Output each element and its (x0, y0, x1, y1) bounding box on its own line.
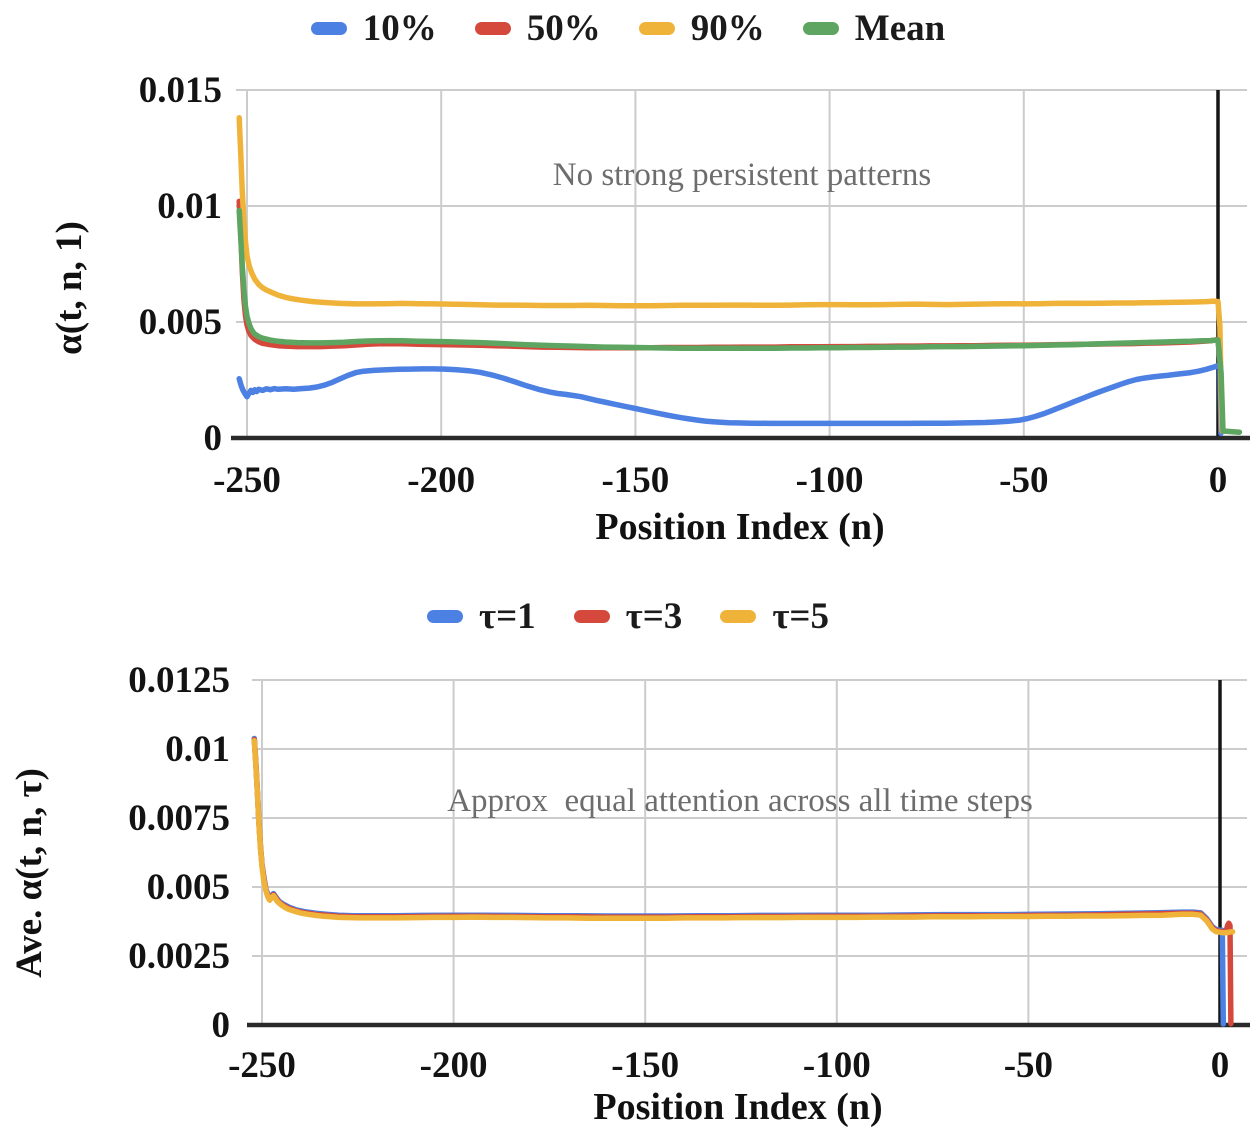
legend-item-tau3: τ=3 (573, 596, 683, 637)
legend-label-tau5: τ=5 (772, 596, 829, 637)
x-tick-label: -50 (1003, 1045, 1054, 1086)
legend-item-90pct: 90% (638, 8, 765, 49)
x-tick-label: -150 (601, 460, 670, 501)
annotation-top-chart: No strong persistent patterns (552, 157, 932, 193)
series-line-50% (236, 198, 1225, 434)
x-tick-label: -100 (795, 460, 864, 501)
series-line-90% (236, 115, 1225, 434)
x-axis-title-bottom: Position Index (n) (593, 1086, 883, 1128)
legend-swatch-10pct-icon (310, 22, 347, 35)
x-axis-title-top: Position Index (n) (595, 506, 885, 548)
y-tick-label: 0.0025 (128, 936, 230, 977)
x-tick-label: 0 (1210, 1045, 1230, 1086)
legend-item-10pct: 10% (310, 8, 437, 49)
legend-label-50pct: 50% (526, 8, 601, 49)
y-tick-label: 0 (203, 418, 223, 459)
legend-label-tau1: τ=1 (479, 596, 536, 637)
attention-chart-bottom (247, 679, 1250, 1028)
x-tick-label: -250 (213, 460, 281, 501)
x-tick-label: 0 (1208, 460, 1228, 501)
legend-label-90pct: 90% (690, 8, 765, 49)
attention-chart-top (231, 89, 1250, 441)
x-tick-label: -150 (611, 1045, 680, 1086)
legend-swatch-tau3-icon (573, 610, 610, 623)
x-tick-label: -200 (419, 1045, 488, 1086)
legend-top-chart: 10% 50% 90% Mean (0, 10, 1256, 47)
x-tick-label: -200 (407, 460, 476, 501)
legend-swatch-90pct-icon (638, 22, 675, 35)
y-tick-label: 0.015 (138, 70, 222, 111)
series-line-τ=5 (251, 737, 1236, 936)
y-tick-label: 0.01 (165, 729, 230, 770)
legend-swatch-tau5-icon (720, 610, 757, 623)
y-axis-title-bottom: Ave. α(t, n, τ) (9, 768, 50, 978)
legend-swatch-mean-icon (802, 22, 839, 35)
x-tick-label: -50 (999, 460, 1049, 501)
legend-label-10pct: 10% (362, 8, 437, 49)
legend-item-tau5: τ=5 (720, 598, 829, 635)
x-tick-label: -250 (228, 1045, 296, 1086)
legend-swatch-50pct-icon (474, 22, 511, 35)
legend-item-mean: Mean (802, 8, 946, 49)
legend-item-tau1: τ=1 (427, 598, 536, 635)
legend-swatch-tau1-icon (427, 610, 464, 623)
y-tick-label: 0.005 (138, 302, 222, 343)
legend-label-tau3: τ=3 (625, 596, 683, 637)
y-tick-label: 0.01 (157, 186, 222, 227)
y-axis-title-top: α(t, n, 1) (49, 221, 90, 355)
legend-bottom-chart: τ=1 τ=3 τ=5 (0, 598, 1256, 635)
series-line-Mean (236, 207, 1243, 435)
series-line-10% (236, 362, 1224, 437)
legend-label-mean: Mean (854, 8, 946, 49)
y-tick-label: 0.0075 (128, 798, 230, 839)
y-tick-label: 0.005 (146, 867, 230, 908)
y-tick-label: 0.0125 (128, 660, 230, 701)
annotation-bottom-chart: Approx equal attention across all time s… (447, 783, 1033, 819)
x-tick-label: -100 (802, 1045, 871, 1086)
legend-item-50pct: 50% (474, 8, 601, 49)
y-tick-label: 0 (211, 1005, 231, 1046)
